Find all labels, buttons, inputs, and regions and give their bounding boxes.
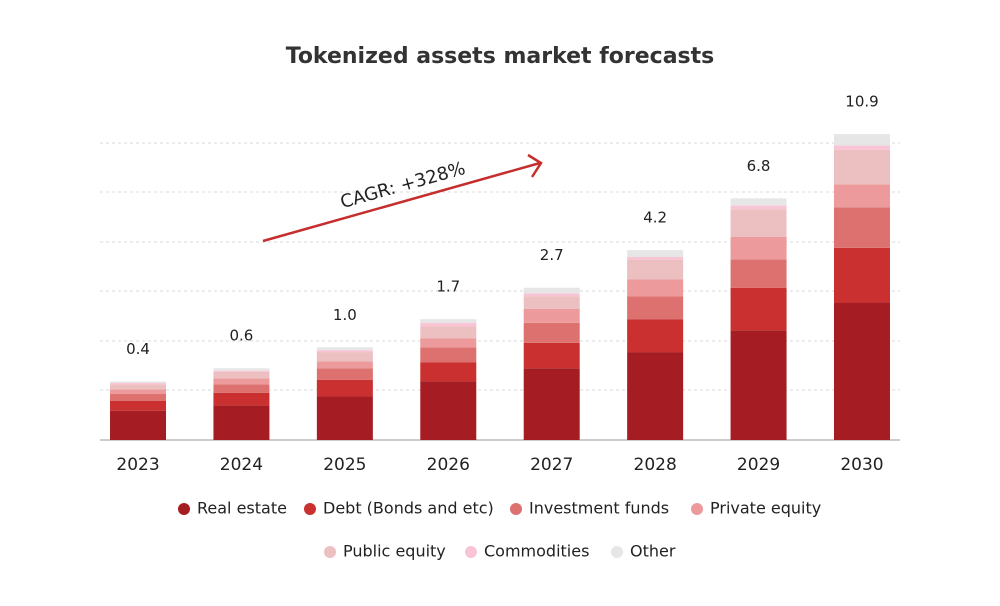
bar-segment: [420, 322, 477, 327]
bar-segment: [110, 382, 167, 385]
bar-segment: [833, 149, 890, 185]
bar-segment: [420, 362, 477, 382]
bar-segment: [627, 352, 684, 440]
bar-segment: [833, 134, 890, 146]
bar-segment: [420, 326, 477, 339]
x-tick-label: 2030: [840, 455, 883, 475]
x-tick-label: 2029: [737, 455, 780, 475]
legend-label: Debt (Bonds and etc): [323, 499, 494, 518]
legend-marker: [304, 503, 316, 515]
total-label: 0.6: [230, 327, 254, 345]
bar-segment: [420, 338, 477, 348]
legend-label: Public equity: [343, 542, 446, 561]
total-label: 1.0: [333, 306, 357, 324]
bar-segment: [627, 250, 684, 258]
bar-segment: [523, 342, 580, 369]
bar-segment: [110, 381, 167, 383]
legend-label: Commodities: [484, 542, 589, 561]
bar-segment: [730, 205, 787, 210]
bar-segment: [833, 207, 890, 248]
bar-segment: [523, 293, 580, 297]
total-label: 6.8: [747, 157, 771, 175]
x-tick-label: 2023: [116, 455, 159, 475]
bar-segment: [316, 396, 373, 440]
bar-segment: [213, 405, 270, 440]
legend-marker: [324, 546, 336, 558]
bar-segment: [523, 287, 580, 294]
bar-segment: [213, 370, 270, 372]
bar-segment: [833, 145, 890, 150]
bar-segment: [730, 198, 787, 206]
bar-segment: [523, 308, 580, 323]
bar-segment: [420, 319, 477, 323]
bar-segment: [213, 378, 270, 385]
total-label: 4.2: [643, 209, 667, 227]
total-label: 0.4: [126, 340, 150, 358]
bar-segment: [730, 330, 787, 440]
bar-segment: [523, 368, 580, 440]
bar-segment: [730, 209, 787, 237]
bar-segment: [833, 247, 890, 303]
bar-segment: [316, 350, 373, 353]
chart-title: Tokenized assets market forecasts: [286, 44, 715, 69]
x-tick-label: 2024: [220, 455, 263, 475]
bar-segment: [420, 381, 477, 440]
x-tick-label: 2028: [634, 455, 677, 475]
bar-segment: [627, 296, 684, 320]
bar-segment: [110, 393, 167, 401]
legend-marker: [178, 503, 190, 515]
bar-segment: [833, 302, 890, 440]
bar-segment: [523, 322, 580, 343]
arrow-line: [262, 161, 541, 243]
bar-segment: [316, 361, 373, 369]
bar-segment: [213, 371, 270, 379]
bar-segment: [213, 384, 270, 393]
bar-segment: [110, 384, 167, 390]
bar-segment: [523, 296, 580, 309]
bar-segment: [110, 389, 167, 394]
x-tick-label: 2027: [530, 455, 573, 475]
x-tick-label: 2026: [427, 455, 470, 475]
bar-segment: [627, 259, 684, 280]
total-label: 10.9: [845, 93, 878, 111]
legend-marker: [510, 503, 522, 515]
bar-segment: [730, 287, 787, 331]
bar-segment: [730, 259, 787, 288]
legend-label: Private equity: [710, 499, 821, 518]
bar-segment: [213, 392, 270, 406]
bar-segment: [627, 257, 684, 260]
legend-label: Other: [630, 542, 676, 561]
bar-segment: [833, 184, 890, 208]
bar-segment: [420, 347, 477, 363]
bar-segment: [316, 347, 373, 351]
total-label: 2.7: [540, 246, 564, 264]
bar-segment: [627, 279, 684, 297]
legend-marker: [691, 503, 703, 515]
bar-segment: [110, 410, 167, 440]
bar-segment: [316, 352, 373, 362]
total-label: 1.7: [436, 278, 460, 296]
bar-segment: [627, 319, 684, 353]
cagr-arrow: [262, 153, 543, 243]
x-tick-label: 2025: [323, 455, 366, 475]
legend-marker: [465, 546, 477, 558]
bar-segment: [316, 379, 373, 397]
legend-label: Investment funds: [529, 499, 669, 518]
legend-label: Real estate: [197, 499, 287, 518]
legend-marker: [611, 546, 623, 558]
arrow-head: [527, 153, 543, 178]
bar-segment: [110, 400, 167, 411]
bar-segment: [316, 368, 373, 380]
bar-segment: [213, 368, 270, 371]
bar-segment: [730, 236, 787, 260]
